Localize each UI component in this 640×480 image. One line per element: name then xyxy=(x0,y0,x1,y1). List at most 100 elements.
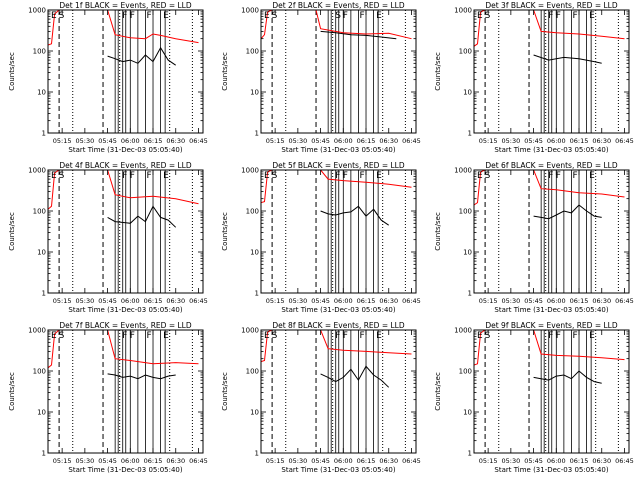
series-line-lld xyxy=(474,170,625,206)
x-tick-label: 05:45 xyxy=(311,297,330,305)
y-axis-label: Counts/sec xyxy=(8,372,16,411)
x-tick-label: 06:30 xyxy=(166,137,185,145)
x-tick-label: 06:00 xyxy=(334,457,353,465)
plot-frame xyxy=(473,329,630,454)
series-line-lld xyxy=(261,330,412,363)
annotation-label: E xyxy=(163,171,169,181)
y-tick-label: 1 xyxy=(468,130,472,138)
x-tick-label: 05:15 xyxy=(53,137,72,145)
x-tick-label: 05:15 xyxy=(266,137,285,145)
series-line-events xyxy=(320,365,390,388)
chart-title: Det 9f BLACK = Events, RED = LLD xyxy=(485,321,618,330)
x-tick-label: 06:30 xyxy=(166,297,185,305)
x-tick-label: 05:15 xyxy=(266,457,285,465)
x-axis-label: Start Time (31-Dec-03 05:05:40) xyxy=(68,466,182,474)
y-tick-label: 10 xyxy=(250,249,259,257)
y-tick-label: 100 xyxy=(33,208,46,216)
y-tick-label: 10 xyxy=(463,409,472,417)
x-axis-label: Start Time (31-Dec-03 05:05:40) xyxy=(68,306,182,314)
annotation-label: S xyxy=(272,11,278,21)
x-tick-label: 06:30 xyxy=(379,137,398,145)
chart-title: Det 1f BLACK = Events, RED = LLD xyxy=(59,1,192,10)
y-tick-label: 1 xyxy=(468,290,472,298)
annotation-label: F xyxy=(548,11,553,21)
x-tick-label: 05:45 xyxy=(524,297,543,305)
plot-frame xyxy=(47,169,204,294)
event-markers xyxy=(484,10,619,133)
plot-frame xyxy=(473,9,630,134)
series-line-events xyxy=(107,46,176,66)
annotation-label: E xyxy=(477,331,483,341)
annotation-label: F xyxy=(572,171,577,181)
annotation-label: E xyxy=(163,11,169,21)
x-tick-label: 06:00 xyxy=(547,297,566,305)
x-tick-label: 06:15 xyxy=(357,457,376,465)
annotation-label: F xyxy=(122,171,127,181)
y-tick-label: 1000 xyxy=(241,7,259,15)
x-tick-label: 06:45 xyxy=(615,137,634,145)
y-tick-label: 100 xyxy=(33,48,46,56)
plot-frame xyxy=(47,9,204,134)
y-tick-label: 100 xyxy=(33,368,46,376)
x-tick-label: 06:30 xyxy=(379,297,398,305)
series-line-events xyxy=(320,30,397,40)
annotation-label: F xyxy=(556,171,561,181)
y-tick-label: 10 xyxy=(250,409,259,417)
x-tick-label: 05:15 xyxy=(53,297,72,305)
x-tick-label: 05:45 xyxy=(311,457,330,465)
x-tick-label: 05:30 xyxy=(75,297,94,305)
x-tick-label: 06:00 xyxy=(547,137,566,145)
event-markers xyxy=(271,10,406,133)
plot-frame xyxy=(260,169,417,294)
x-tick-label: 05:45 xyxy=(524,137,543,145)
event-markers xyxy=(271,330,406,453)
annotation-label: S xyxy=(485,11,491,21)
x-tick-label: 06:15 xyxy=(144,137,163,145)
x-tick-label: 06:45 xyxy=(402,457,421,465)
x-tick-label: 05:15 xyxy=(479,137,498,145)
annotation-label: F xyxy=(146,331,151,341)
y-tick-label: 10 xyxy=(37,409,46,417)
annotation-label: F xyxy=(556,11,561,21)
annotation-label: S xyxy=(272,171,278,181)
x-tick-label: 06:45 xyxy=(615,297,634,305)
y-axis-label: Counts/sec xyxy=(434,212,442,251)
annotation-label: F xyxy=(122,331,127,341)
annotation-label: F xyxy=(343,11,348,21)
x-tick-label: 06:15 xyxy=(144,297,163,305)
x-tick-label: 06:15 xyxy=(570,457,589,465)
annotation-label: F xyxy=(572,11,577,21)
annotation-label: E xyxy=(51,171,57,181)
y-tick-label: 100 xyxy=(459,208,472,216)
annotation-label: F xyxy=(359,171,364,181)
annotation-label: E xyxy=(264,171,270,181)
x-tick-label: 05:45 xyxy=(524,457,543,465)
y-tick-label: 1000 xyxy=(241,167,259,175)
y-tick-label: 10 xyxy=(463,89,472,97)
y-tick-label: 1000 xyxy=(454,327,472,335)
y-tick-label: 1 xyxy=(42,290,46,298)
series-line-events xyxy=(533,54,602,64)
series-line-events xyxy=(533,204,602,220)
annotation-label: F xyxy=(359,11,364,21)
x-tick-label: 05:30 xyxy=(288,137,307,145)
event-markers xyxy=(271,170,406,293)
y-tick-label: 1000 xyxy=(28,327,46,335)
x-tick-label: 05:30 xyxy=(501,137,520,145)
x-tick-label: 06:15 xyxy=(570,137,589,145)
x-tick-label: 05:15 xyxy=(266,297,285,305)
series-line-lld xyxy=(48,170,199,210)
x-tick-label: 05:45 xyxy=(98,457,117,465)
x-tick-label: 06:30 xyxy=(379,457,398,465)
x-tick-label: 05:45 xyxy=(311,137,330,145)
y-tick-label: 10 xyxy=(463,249,472,257)
chart-title: Det 7f BLACK = Events, RED = LLD xyxy=(59,321,192,330)
series-line-lld xyxy=(261,10,412,40)
x-axis-label: Start Time (31-Dec-03 05:05:40) xyxy=(281,146,395,154)
chart-title: Det 5f BLACK = Events, RED = LLD xyxy=(272,161,405,170)
